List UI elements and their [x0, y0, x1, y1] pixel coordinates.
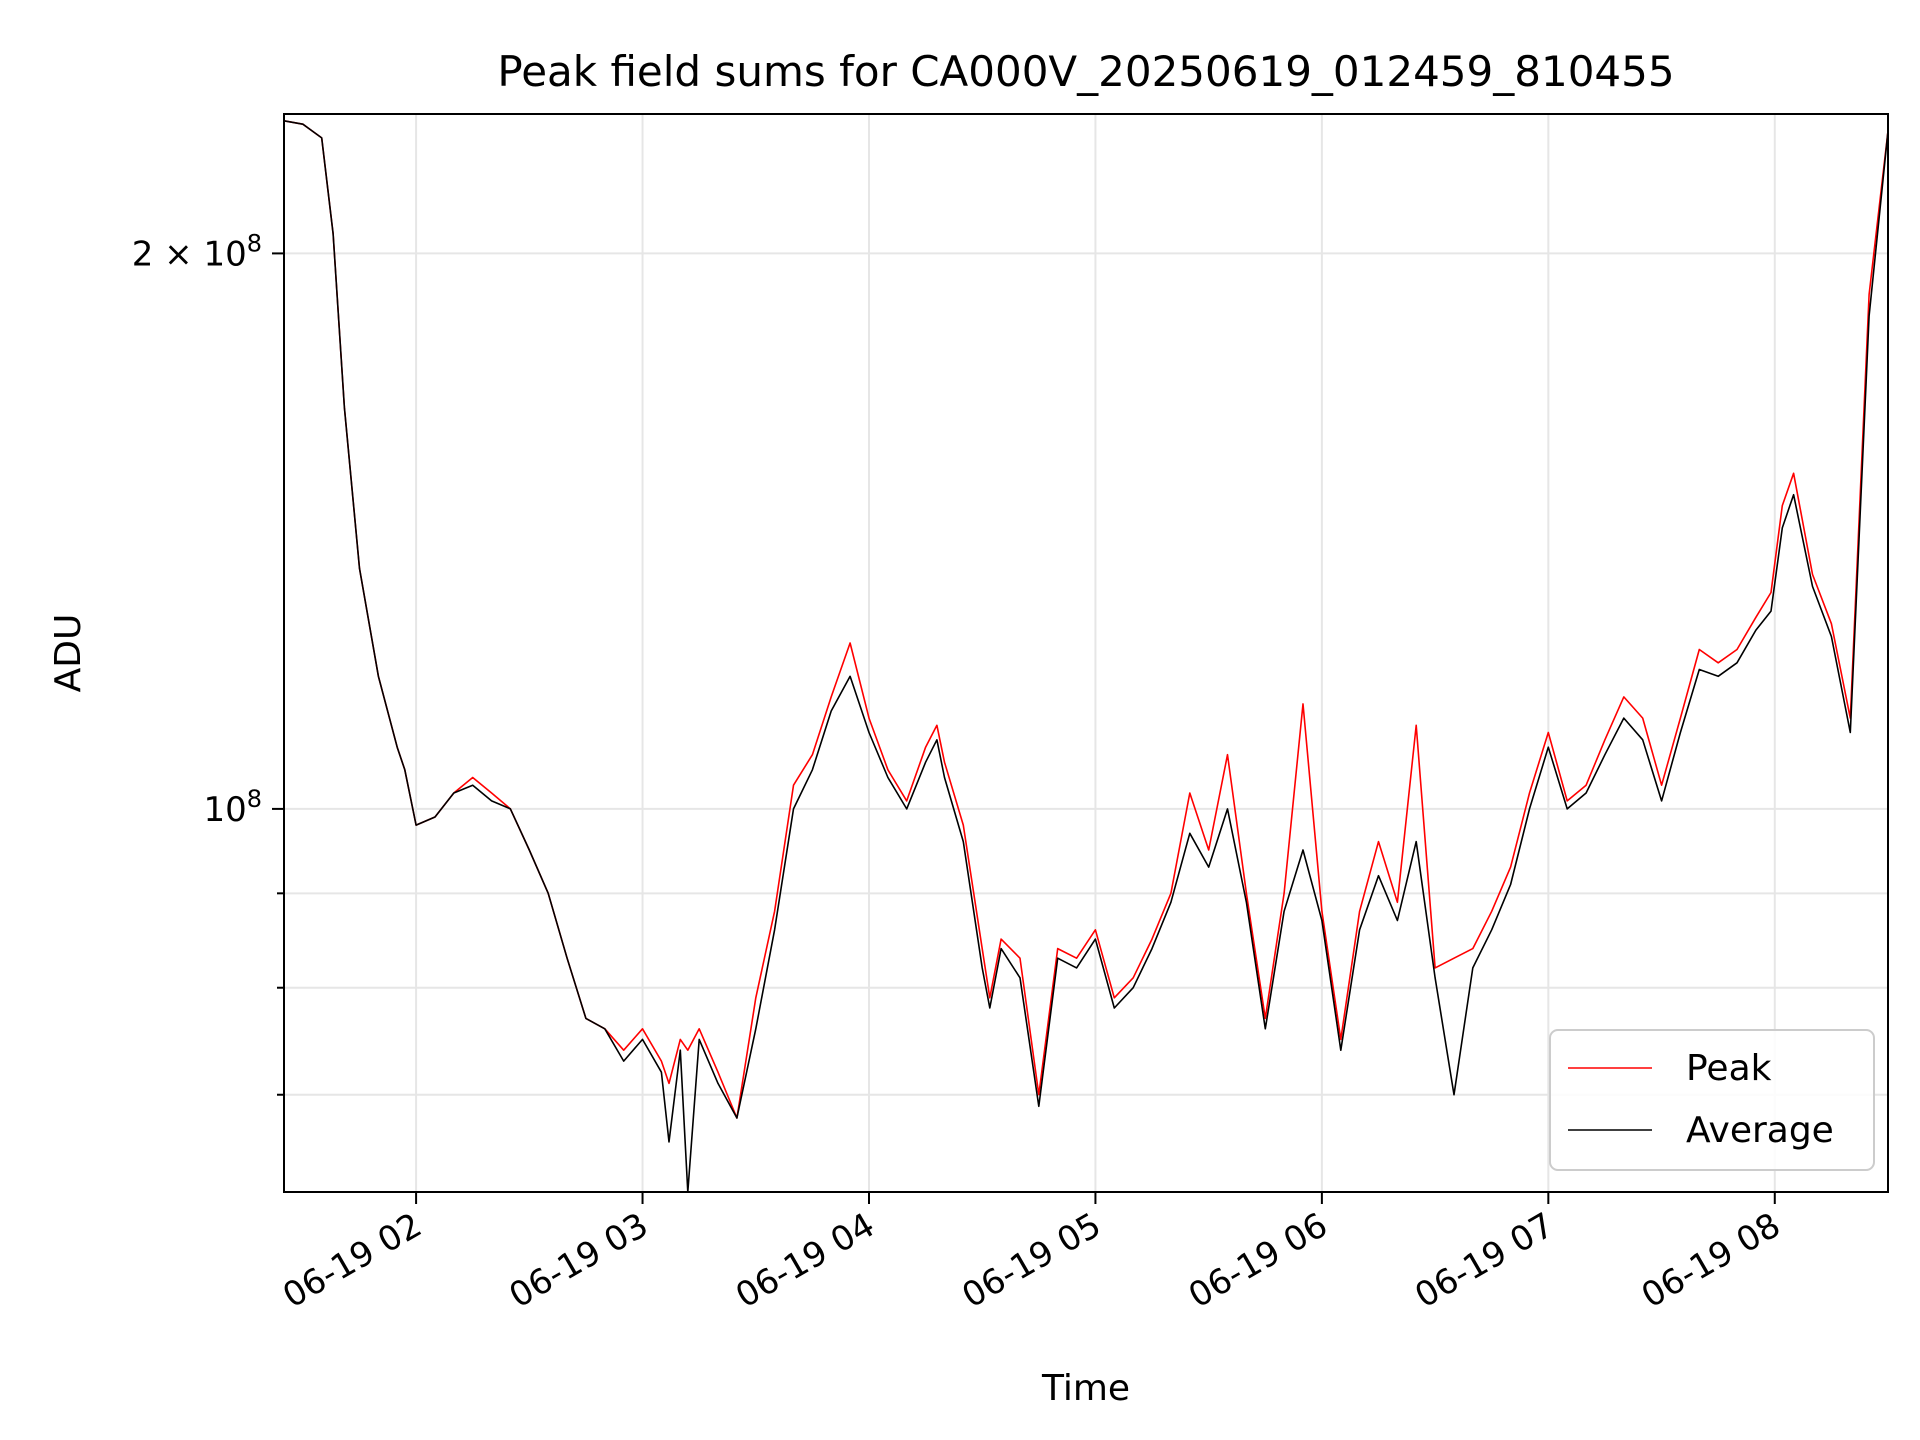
series-line-average [283, 120, 1889, 1193]
chart-title: Peak field sums for CA000V_20250619_0124… [497, 47, 1674, 96]
grid [284, 114, 1888, 1192]
x-axis-label: Time [1041, 1368, 1130, 1409]
series-lines [283, 120, 1889, 1193]
y-tick-label: 108 [203, 785, 262, 830]
legend-box [1549, 1029, 1875, 1171]
legend: Peak Average [1549, 1029, 1875, 1171]
plot-frame [283, 113, 1889, 1193]
legend-label-average: Average [1686, 1110, 1834, 1151]
legend-label-peak: Peak [1686, 1048, 1772, 1089]
y-axis-label: ADU [48, 614, 89, 693]
y-tick-label: 2 × 108 [132, 229, 262, 274]
